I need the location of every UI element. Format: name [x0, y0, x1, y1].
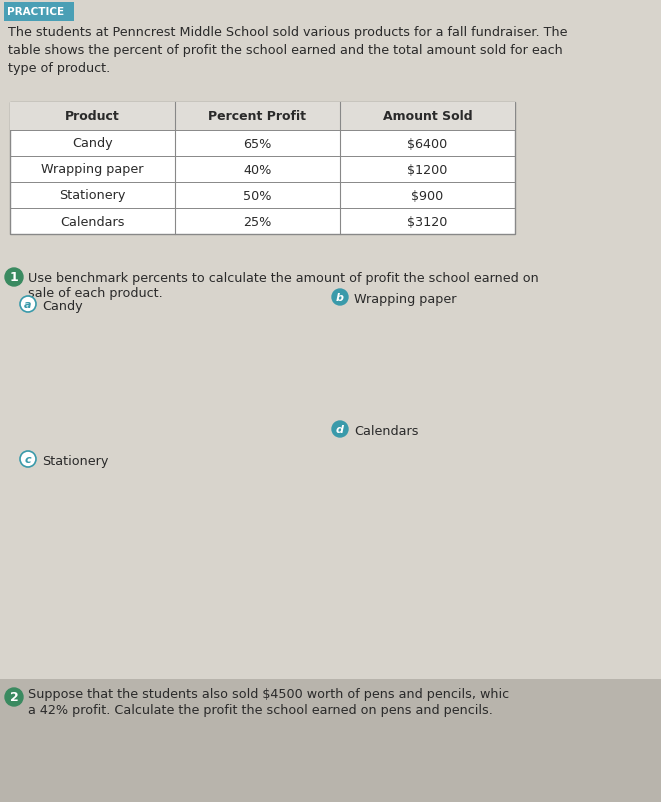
- Circle shape: [5, 269, 23, 286]
- Text: a 42% profit. Calculate the profit the school earned on pens and pencils.: a 42% profit. Calculate the profit the s…: [28, 703, 493, 716]
- Text: 50%: 50%: [243, 189, 272, 202]
- Bar: [10, 103, 515, 235]
- Text: 1: 1: [10, 271, 19, 284]
- Text: c: c: [24, 455, 31, 464]
- Bar: [10, 103, 515, 131]
- Text: Stationery: Stationery: [59, 189, 126, 202]
- Text: PRACTICE: PRACTICE: [7, 7, 64, 17]
- Text: Wrapping paper: Wrapping paper: [354, 293, 457, 306]
- Circle shape: [20, 297, 36, 313]
- Text: a: a: [24, 300, 32, 310]
- Bar: [0, 679, 661, 802]
- Circle shape: [20, 452, 36, 468]
- Circle shape: [332, 422, 348, 437]
- Text: Percent Profit: Percent Profit: [208, 111, 307, 124]
- Text: 2: 2: [10, 691, 19, 703]
- Text: Use benchmark percents to calculate the amount of profit the school earned on: Use benchmark percents to calculate the …: [28, 272, 539, 285]
- Text: d: d: [336, 424, 344, 435]
- Text: $1200: $1200: [407, 164, 447, 176]
- Circle shape: [332, 290, 348, 306]
- Text: 40%: 40%: [243, 164, 272, 176]
- Text: Calendars: Calendars: [60, 215, 125, 229]
- Text: $3120: $3120: [407, 215, 447, 229]
- Text: 65%: 65%: [243, 137, 272, 150]
- Text: 25%: 25%: [243, 215, 272, 229]
- Text: Stationery: Stationery: [42, 455, 108, 468]
- Text: Amount Sold: Amount Sold: [383, 111, 473, 124]
- Text: Wrapping paper: Wrapping paper: [41, 164, 143, 176]
- Text: $900: $900: [411, 189, 444, 202]
- FancyBboxPatch shape: [4, 3, 74, 22]
- Text: Product: Product: [65, 111, 120, 124]
- Text: Suppose that the students also sold $4500 worth of pens and pencils, whic: Suppose that the students also sold $450…: [28, 687, 509, 700]
- Text: The students at Penncrest Middle School sold various products for a fall fundrai: The students at Penncrest Middle School …: [8, 26, 568, 75]
- Text: Candy: Candy: [72, 137, 113, 150]
- Text: Calendars: Calendars: [354, 424, 418, 437]
- Text: b: b: [336, 293, 344, 302]
- Text: Candy: Candy: [42, 300, 83, 313]
- Circle shape: [5, 688, 23, 706]
- Text: $6400: $6400: [407, 137, 447, 150]
- Text: sale of each product.: sale of each product.: [28, 286, 163, 300]
